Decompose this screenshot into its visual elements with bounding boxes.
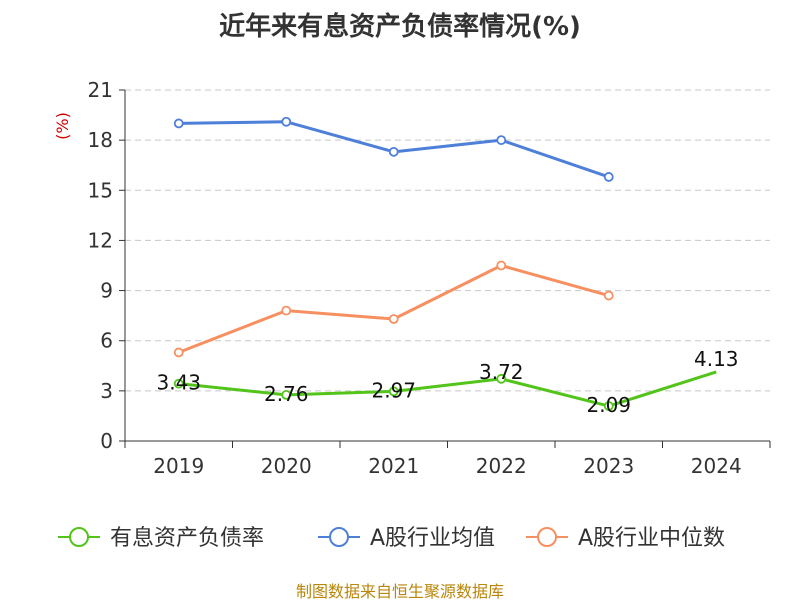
- x-tick-label: 2020: [261, 454, 312, 478]
- data-label: 2.97: [371, 378, 416, 402]
- data-point: [173, 378, 184, 389]
- data-point: [281, 389, 292, 400]
- series-2: [173, 260, 614, 358]
- data-label: 3.43: [156, 371, 201, 395]
- legend: 有息资产负债率 A股行业均值 A股行业中位数: [58, 526, 725, 551]
- data-label: 2.09: [586, 393, 631, 417]
- y-tick-label: 3: [100, 379, 113, 403]
- x-tick-label: 2022: [476, 454, 527, 478]
- chart-title: 近年来有息资产负债率情况(%): [219, 12, 581, 42]
- data-label: 2.76: [264, 382, 309, 406]
- data-point: [388, 386, 399, 397]
- y-tick-labels: 0 3 6 9 12 15 18 21: [88, 78, 113, 453]
- x-tick-label: 2019: [153, 454, 204, 478]
- source-note: 制图数据来自恒生聚源数据库: [295, 582, 504, 601]
- data-point: [496, 135, 507, 146]
- data-point: [173, 347, 184, 358]
- y-tick-label: 21: [88, 78, 113, 102]
- data-label: 3.72: [479, 360, 524, 384]
- x-tick-label: 2024: [691, 454, 742, 478]
- data-point: [496, 260, 507, 271]
- y-tick-label: 12: [88, 228, 113, 252]
- data-point: [388, 314, 399, 324]
- data-point: [281, 116, 292, 127]
- legend-marker: [69, 527, 89, 547]
- legend-label: A股行业均值: [370, 526, 495, 551]
- legend-label: A股行业中位数: [578, 526, 725, 551]
- data-point: [603, 172, 614, 182]
- legend-marker: [537, 527, 557, 547]
- series-line: [178, 370, 717, 408]
- data-point: [603, 401, 614, 411]
- y-tick-label: 18: [88, 128, 113, 152]
- y-tick-label: 0: [100, 429, 113, 453]
- axes: [124, 90, 771, 448]
- data-point: [281, 305, 292, 316]
- x-tick-label: 2021: [368, 454, 419, 478]
- series-1: [173, 116, 614, 182]
- data-point: [496, 373, 507, 384]
- data-label: 4.13: [694, 347, 739, 371]
- legend-label: 有息资产负债率: [110, 526, 264, 551]
- series-line: [178, 264, 610, 354]
- data-point: [388, 146, 399, 157]
- x-tick-label: 2023: [583, 454, 634, 478]
- y-tick-label: 15: [88, 178, 113, 202]
- y-tick-label: 9: [100, 279, 113, 303]
- x-tick-labels: 2019 2020 2021 2022 2023 2024: [153, 454, 741, 478]
- data-point: [173, 118, 184, 129]
- legend-item: 有息资产负债率: [58, 526, 264, 551]
- legend-marker: [329, 527, 349, 547]
- legend-item: A股行业均值: [318, 526, 495, 551]
- data-point: [603, 290, 614, 301]
- series-0: 3.43 2.76 2.97 3.72 2.09 4.13: [156, 347, 738, 417]
- legend-item: A股行业中位数: [526, 526, 725, 551]
- y-axis-label: (%): [53, 112, 72, 140]
- y-tick-label: 6: [100, 329, 113, 353]
- series-layer: 3.43 2.76 2.97 3.72 2.09 4.13: [156, 116, 739, 417]
